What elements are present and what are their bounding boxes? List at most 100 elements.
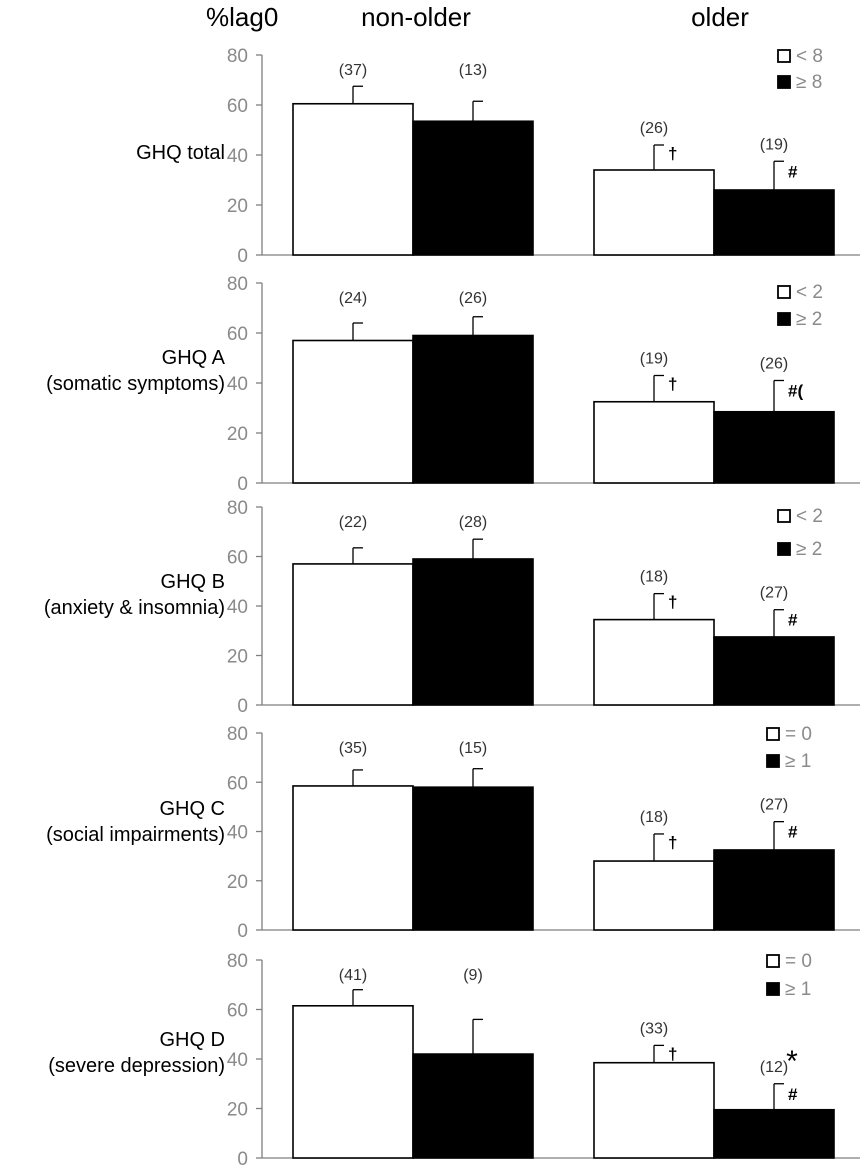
n-label: (18): [640, 569, 668, 586]
row-label-line: (severe depression): [48, 1055, 225, 1077]
legend-label: ≥ 2: [796, 539, 822, 560]
y-tick-label: 80: [227, 724, 248, 745]
significance-mark: †: [668, 144, 677, 163]
bar: [593, 1061, 715, 1159]
row-label-ghq-c: GHQ C (social impairments): [0, 796, 225, 848]
legend-swatch: [777, 509, 791, 523]
bar: [412, 558, 534, 706]
legend-swatch: [777, 49, 791, 63]
significance-mark: #: [788, 162, 798, 181]
n-label: (18): [640, 809, 668, 826]
legend-swatch: [766, 754, 780, 768]
bar: [713, 849, 835, 931]
n-label: (41): [339, 967, 367, 984]
y-tick-label: 80: [227, 46, 248, 67]
legend-label: < 2: [796, 506, 823, 527]
y-tick-label: 20: [227, 424, 248, 445]
n-label: (22): [339, 514, 367, 531]
bar: [593, 400, 715, 484]
row-label-line: GHQ B: [160, 571, 225, 593]
bar: [593, 618, 715, 706]
y-tick-label: 0: [237, 921, 248, 942]
n-label: (19): [640, 351, 668, 368]
n-label: (27): [760, 797, 788, 814]
row-label-line: GHQ C: [159, 798, 225, 820]
n-label: (26): [640, 120, 668, 137]
y-tick-label: 60: [227, 1001, 248, 1022]
row-label-line: GHQ A: [161, 347, 225, 369]
y-tick-label: 0: [237, 474, 248, 495]
y-tick-label: 60: [227, 324, 248, 345]
legend-label: ≥ 8: [796, 72, 822, 93]
y-axis-unit-label: %lag0: [206, 2, 279, 32]
n-label: (24): [339, 290, 367, 307]
significance-mark: #: [788, 1085, 798, 1104]
significance-star: *: [786, 1045, 798, 1078]
y-tick-label: 80: [227, 498, 248, 519]
row-label-ghq-b: GHQ B (anxiety & insomnia): [0, 569, 225, 621]
n-label: (26): [760, 356, 788, 373]
y-tick-label: 40: [227, 597, 248, 618]
legend-swatch: [777, 312, 791, 326]
legend-label: = 0: [785, 724, 812, 745]
legend-label: ≥ 1: [785, 751, 811, 772]
y-tick-label: 20: [227, 1100, 248, 1121]
y-tick-label: 0: [237, 1149, 248, 1167]
significance-mark: #: [788, 823, 798, 842]
n-label: (19): [760, 136, 788, 153]
significance-mark: #(: [788, 382, 803, 401]
bar: [292, 1004, 414, 1159]
n-label: (28): [459, 514, 487, 531]
row-label-line: (anxiety & insomnia): [43, 597, 225, 619]
row-label-line: (social impairments): [46, 824, 225, 846]
y-tick-label: 20: [227, 196, 248, 217]
y-tick-label: 80: [227, 951, 248, 972]
y-tick-label: 80: [227, 274, 248, 295]
group-label-non-older: non-older: [361, 2, 471, 32]
legend-swatch: [777, 285, 791, 299]
y-tick-label: 60: [227, 548, 248, 569]
significance-mark: #: [788, 611, 798, 630]
bar: [412, 786, 534, 931]
y-tick-label: 20: [227, 647, 248, 668]
significance-mark: †: [668, 593, 677, 612]
legend-swatch: [777, 75, 791, 89]
row-label-ghq-d: GHQ D (severe depression): [0, 1027, 225, 1079]
bar: [412, 120, 534, 256]
row-label-ghq-total: GHQ total: [0, 140, 225, 166]
significance-mark: †: [668, 1044, 677, 1063]
y-tick-label: 40: [227, 823, 248, 844]
legend-label: < 8: [796, 46, 823, 67]
bar: [713, 636, 835, 706]
n-label: (27): [760, 585, 788, 602]
legend-label: = 0: [785, 951, 812, 972]
bar: [412, 334, 534, 484]
n-label: (9): [463, 967, 483, 984]
legend-swatch: [766, 727, 780, 741]
row-label-line: (somatic symptoms): [46, 373, 225, 395]
significance-mark: †: [668, 833, 677, 852]
bar: [593, 860, 715, 931]
legend-label: ≥ 2: [796, 309, 822, 330]
n-label: (37): [339, 62, 367, 79]
bar: [713, 1108, 835, 1159]
bar: [292, 102, 414, 256]
n-label: (26): [459, 290, 487, 307]
bar: [412, 1053, 534, 1159]
y-tick-label: 0: [237, 246, 248, 267]
row-label-line: GHQ total: [136, 142, 225, 164]
bar: [292, 785, 414, 931]
row-label-line: GHQ D: [159, 1029, 225, 1051]
bar: [292, 563, 414, 706]
y-tick-label: 40: [227, 374, 248, 395]
n-label: (33): [640, 1020, 668, 1037]
n-label: (15): [459, 740, 487, 757]
y-tick-label: 40: [227, 1050, 248, 1071]
significance-mark: †: [668, 375, 677, 394]
y-tick-label: 60: [227, 96, 248, 117]
legend-swatch: [766, 982, 780, 996]
y-tick-label: 0: [237, 696, 248, 717]
bar: [713, 189, 835, 256]
